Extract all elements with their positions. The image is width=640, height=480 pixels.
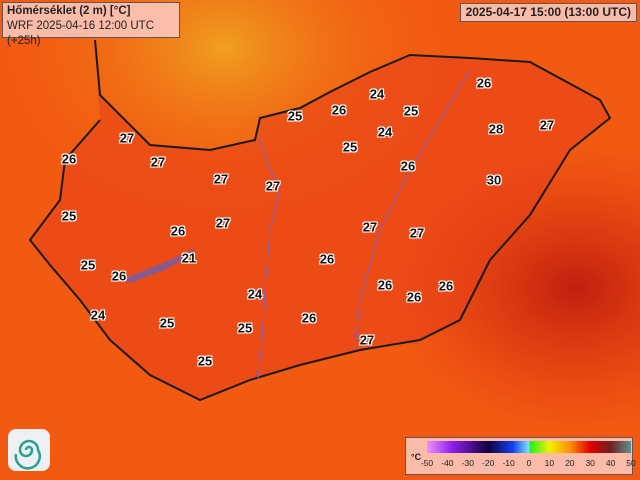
legend-tick: -50 <box>420 458 434 468</box>
temperature-label: 26 <box>61 151 77 167</box>
temperature-label: 28 <box>488 121 504 137</box>
legend-tick: 0 <box>526 458 532 468</box>
temperature-label: 24 <box>90 307 106 323</box>
temperature-label: 26 <box>406 289 422 305</box>
temperature-label: 25 <box>80 257 96 273</box>
temperature-label: 27 <box>362 219 378 235</box>
temperature-label: 27 <box>359 332 375 348</box>
temperature-label: 24 <box>369 86 385 102</box>
temperature-label: 26 <box>476 75 492 91</box>
legend-tick: -40 <box>441 458 454 468</box>
temperature-label: 25 <box>237 320 253 336</box>
legend-tick: 50 <box>626 458 636 468</box>
country-border <box>28 39 612 402</box>
legend-tick: 20 <box>565 458 575 468</box>
legend-tick: 10 <box>544 458 555 468</box>
temperature-label: 25 <box>342 139 358 155</box>
temperature-label: 27 <box>265 178 281 194</box>
temperature-label: 25 <box>197 353 213 369</box>
temperature-label: 26 <box>331 102 347 118</box>
temperature-label: 26 <box>377 277 393 293</box>
swirl-logo-icon <box>8 429 50 471</box>
legend-tick: -10 <box>502 458 515 468</box>
legend-colorbar <box>427 441 631 453</box>
map-title: Hőmérséklet (2 m) [°C] <box>7 5 131 17</box>
legend-unit: °C <box>411 452 422 462</box>
river-tisza <box>354 69 471 351</box>
temperature-label: 26 <box>111 268 127 284</box>
temperature-label: 26 <box>438 278 454 294</box>
legend-tick: 30 <box>585 458 595 468</box>
temperature-label: 27 <box>213 171 229 187</box>
temperature-label: 27 <box>409 225 425 241</box>
legend-tick: -20 <box>482 458 495 468</box>
temperature-label: 25 <box>287 108 303 124</box>
temperature-label: 27 <box>119 130 135 146</box>
temperature-label: 24 <box>377 124 393 140</box>
title-panel: Hőmérséklet (2 m) [°C] WRF 2025-04-16 12… <box>2 2 180 47</box>
temperature-label: 27 <box>539 117 555 133</box>
temperature-label: 24 <box>247 286 263 302</box>
color-legend: °C -50 -40 -30 -20 -10 0 10 20 30 40 50 <box>405 437 636 475</box>
temperature-label: 25 <box>159 315 175 331</box>
temperature-label: 25 <box>61 208 77 224</box>
temperature-label: 21 <box>181 250 197 266</box>
temperature-label: 30 <box>486 172 502 188</box>
temperature-label: 25 <box>403 103 419 119</box>
temperature-label: 26 <box>400 158 416 174</box>
model-run: WRF 2025-04-16 12:00 UTC (+25h) <box>7 20 155 47</box>
temperature-label: 27 <box>150 154 166 170</box>
temperature-label: 26 <box>301 310 317 326</box>
temperature-label: 26 <box>170 223 186 239</box>
temperature-label: 27 <box>215 215 231 231</box>
valid-time: 2025-04-17 15:00 (13:00 UTC) <box>459 3 637 22</box>
river-danube <box>257 139 281 381</box>
temperature-label: 26 <box>319 251 335 267</box>
legend-tick: 40 <box>605 458 616 468</box>
legend-tick: -30 <box>461 458 474 468</box>
lake-balaton <box>120 248 195 283</box>
